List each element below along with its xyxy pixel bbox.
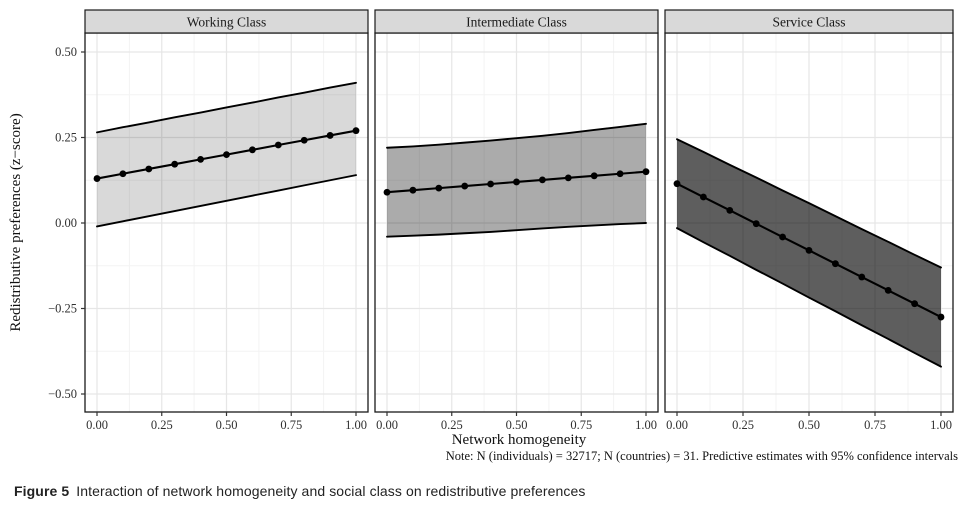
data-point (539, 176, 546, 184)
x-tick-label: 0.00 (666, 418, 688, 432)
y-tick-label: 0.00 (55, 216, 77, 230)
data-point (752, 220, 760, 228)
figure-caption-text: Interaction of network homogeneity and s… (76, 483, 586, 499)
x-tick-label: 0.50 (216, 418, 238, 432)
data-point (911, 300, 918, 308)
facet-strip (374, 9, 659, 34)
data-point (673, 180, 681, 188)
y-tick-label: −0.25 (48, 302, 77, 316)
figure-caption: Figure 5 Interaction of network homogenei… (14, 483, 954, 499)
x-tick-label: 0.25 (732, 418, 754, 432)
data-point (616, 170, 624, 178)
x-tick-label: 0.25 (441, 418, 463, 432)
facet-strip (84, 9, 369, 34)
data-point (145, 165, 153, 173)
data-point (223, 151, 230, 159)
facet-strip (664, 9, 954, 34)
data-point (409, 186, 417, 194)
data-point (564, 174, 572, 182)
data-point (93, 175, 101, 182)
data-point (171, 160, 179, 168)
note-text: Note: N (individuals) = 32717; N (countr… (446, 449, 958, 463)
data-point (487, 180, 494, 188)
x-tick-label: 1.00 (635, 418, 657, 432)
x-tick-label: 0.50 (798, 418, 820, 432)
data-point (590, 172, 598, 180)
data-point (435, 184, 443, 192)
data-point (779, 233, 786, 241)
x-tick-label: 0.75 (280, 418, 302, 432)
facet-strip-label: Intermediate Class (466, 15, 567, 30)
facet-strip-label: Service Class (772, 15, 845, 30)
y-tick-label: −0.50 (48, 387, 77, 401)
y-tick-label: 0.25 (55, 131, 77, 145)
data-point (197, 155, 205, 163)
facet-strip-label: Working Class (187, 15, 267, 30)
data-point (805, 246, 813, 254)
x-tick-label: 1.00 (930, 418, 952, 432)
data-point (513, 178, 520, 186)
data-point (352, 127, 360, 135)
y-tick-label: 0.50 (55, 45, 77, 59)
x-tick-label: 0.25 (151, 418, 173, 432)
data-point (274, 141, 282, 149)
ci-lower-line (386, 222, 647, 238)
data-point (249, 146, 256, 154)
data-point (383, 188, 391, 196)
ci-lower-line (96, 174, 357, 228)
ci-upper-line (386, 122, 647, 149)
data-point (119, 170, 127, 178)
faceted-ci-chart: Working Class 0.00 0.25 0.50 0.75 1.00 Interme… (8, 9, 958, 463)
ci-lower-line (676, 227, 942, 368)
x-axis-title: Network homogeneity (452, 432, 587, 448)
data-point (937, 313, 945, 321)
ci-upper-line (676, 138, 942, 269)
x-tick-label: 0.50 (506, 418, 528, 432)
x-tick-label: 0.75 (570, 418, 592, 432)
ci-upper-line (96, 81, 357, 134)
y-axis-title: Redistributive preferences (z−score) (8, 113, 24, 331)
x-tick-label: 0.00 (376, 418, 398, 432)
data-point (726, 206, 734, 214)
x-tick-label: 0.75 (864, 418, 886, 432)
data-point (884, 286, 892, 294)
data-point (300, 136, 308, 144)
data-point (700, 193, 707, 201)
data-point (642, 168, 650, 176)
data-point (858, 273, 866, 281)
data-point (832, 260, 839, 268)
figure-caption-label: Figure 5 (14, 483, 70, 499)
x-tick-label: 1.00 (345, 418, 367, 432)
x-tick-label: 0.00 (86, 418, 108, 432)
data-point (461, 182, 469, 190)
data-point (326, 132, 334, 139)
